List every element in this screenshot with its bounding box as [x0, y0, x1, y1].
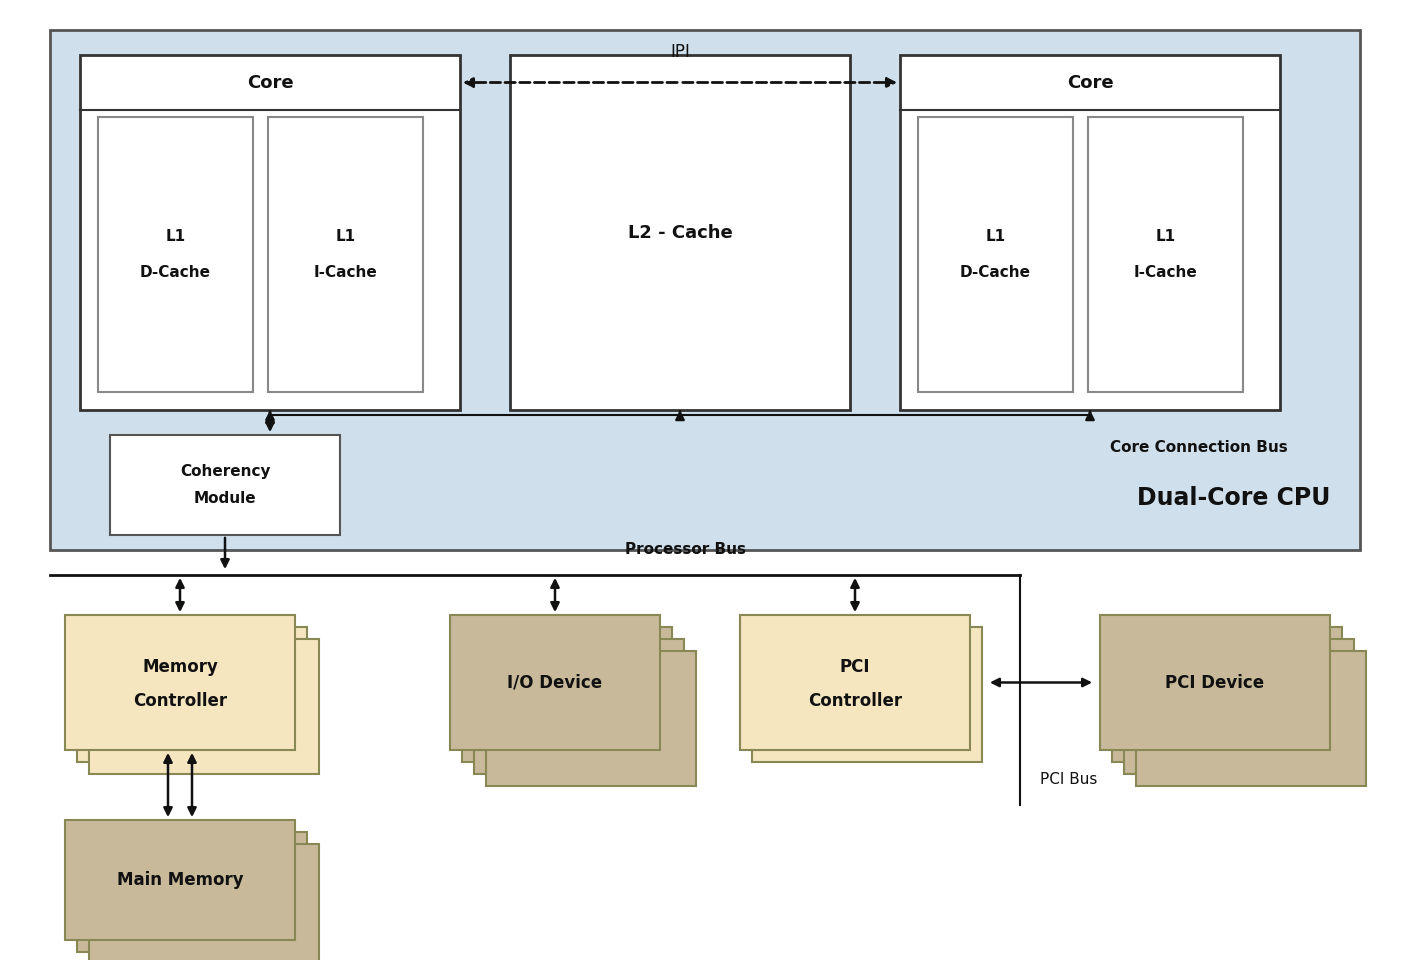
- Text: IPI: IPI: [670, 43, 689, 61]
- Bar: [918, 117, 1073, 392]
- Bar: [78, 627, 307, 762]
- Bar: [110, 435, 340, 535]
- Text: Memory: Memory: [142, 659, 219, 677]
- Bar: [49, 30, 1361, 550]
- Bar: [89, 639, 319, 774]
- Text: PCI Device: PCI Device: [1166, 674, 1265, 691]
- Bar: [474, 639, 684, 774]
- Bar: [65, 820, 295, 940]
- Bar: [1089, 117, 1244, 392]
- Bar: [1124, 639, 1354, 774]
- Text: Module: Module: [193, 492, 257, 507]
- Bar: [1136, 651, 1366, 786]
- Text: L1: L1: [336, 229, 355, 244]
- Bar: [1112, 627, 1342, 762]
- Text: PCI Bus: PCI Bus: [1041, 773, 1097, 787]
- Text: L1: L1: [165, 229, 186, 244]
- Text: I-Cache: I-Cache: [1134, 265, 1197, 280]
- Text: Processor Bus: Processor Bus: [625, 542, 746, 557]
- Text: PCI: PCI: [840, 659, 870, 677]
- Text: Core Connection Bus: Core Connection Bus: [1110, 440, 1287, 455]
- Text: Dual-Core CPU: Dual-Core CPU: [1136, 486, 1330, 510]
- Text: L1: L1: [986, 229, 1005, 244]
- Text: Controller: Controller: [133, 691, 227, 709]
- Bar: [89, 844, 319, 960]
- Text: I/O Device: I/O Device: [508, 674, 602, 691]
- Bar: [486, 651, 697, 786]
- Bar: [462, 627, 673, 762]
- Text: D-Cache: D-Cache: [960, 265, 1031, 280]
- Text: Coherency: Coherency: [179, 464, 271, 478]
- Bar: [740, 615, 970, 750]
- Bar: [80, 55, 460, 410]
- Text: L2 - Cache: L2 - Cache: [627, 224, 732, 242]
- Bar: [268, 117, 423, 392]
- Bar: [900, 55, 1280, 410]
- Bar: [1100, 615, 1330, 750]
- Bar: [65, 615, 295, 750]
- Text: I-Cache: I-Cache: [313, 265, 378, 280]
- Text: L1: L1: [1155, 229, 1176, 244]
- Bar: [78, 832, 307, 952]
- Text: Controller: Controller: [808, 691, 902, 709]
- Bar: [510, 55, 850, 410]
- Text: Core: Core: [1067, 74, 1114, 91]
- Text: Main Memory: Main Memory: [117, 871, 244, 889]
- Bar: [752, 627, 981, 762]
- Bar: [99, 117, 252, 392]
- Text: Core: Core: [247, 74, 293, 91]
- Text: D-Cache: D-Cache: [140, 265, 212, 280]
- Bar: [450, 615, 660, 750]
